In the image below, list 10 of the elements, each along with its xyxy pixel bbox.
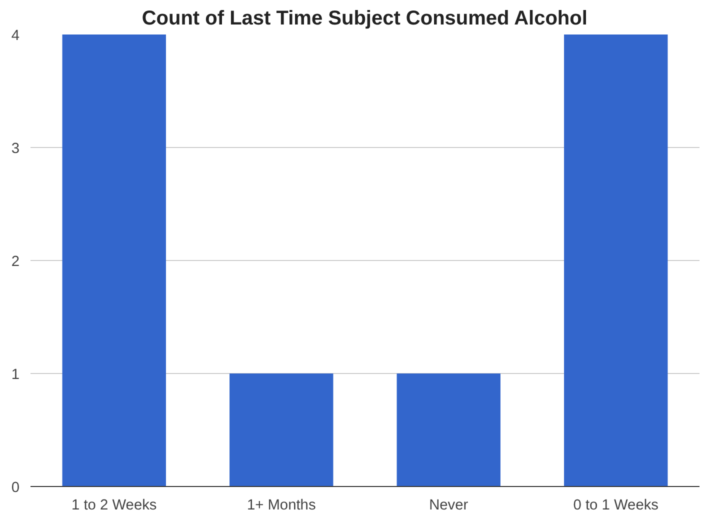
- chart-title: Count of Last Time Subject Consumed Alcohol: [142, 8, 588, 30]
- y-tick-label: 2: [11, 254, 20, 270]
- y-tick-label: 3: [11, 141, 20, 157]
- x-tick-label: 1+ Months: [246, 498, 316, 514]
- y-tick-label: 1: [11, 367, 20, 383]
- x-tick-label: 1 to 2 Weeks: [71, 498, 157, 514]
- y-tick-label: 0: [11, 480, 20, 496]
- y-tick-label: 4: [11, 28, 20, 44]
- x-tick-label: Never: [429, 498, 468, 514]
- x-tick-label: 0 to 1 Weeks: [573, 498, 659, 514]
